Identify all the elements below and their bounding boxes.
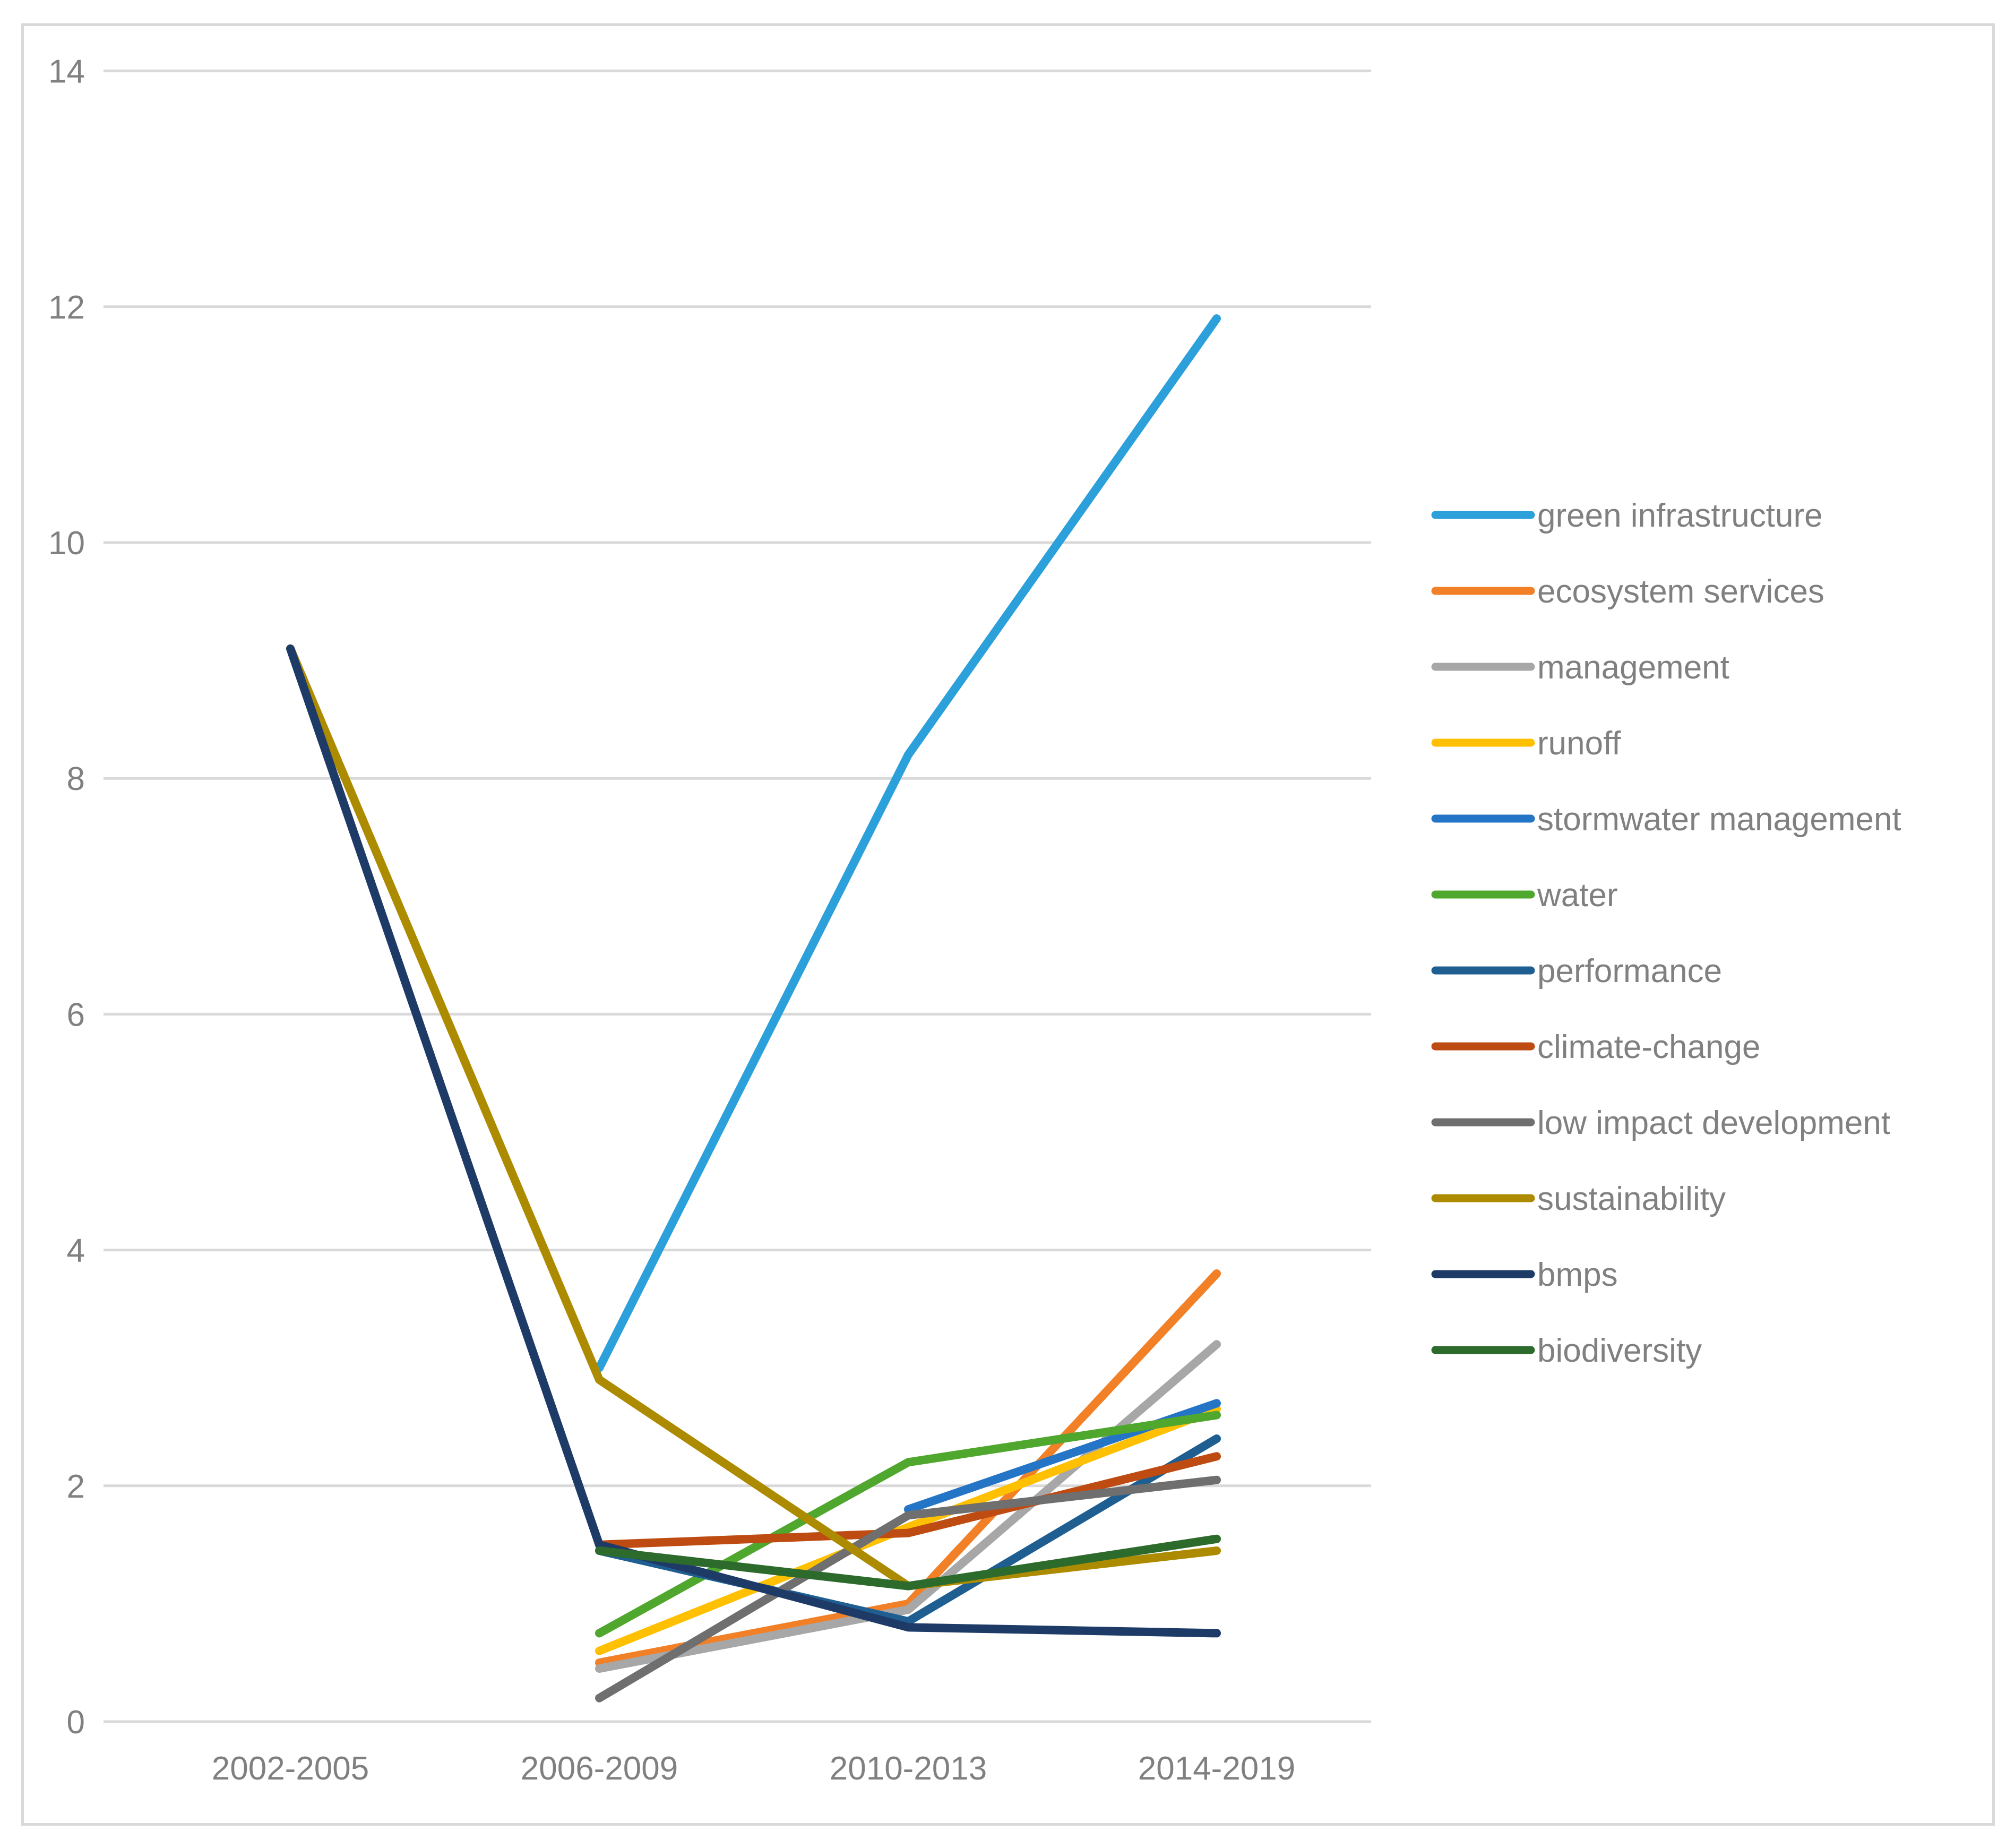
legend-label-performance: performance bbox=[1537, 953, 1722, 990]
series-line-ecosystem-services bbox=[595, 1269, 1221, 1667]
chart-border-frame bbox=[21, 23, 1995, 1826]
legend-label-sustainability: sustainability bbox=[1537, 1181, 1726, 1217]
legend-label-green-infrastructure: green infrastructure bbox=[1537, 497, 1823, 534]
legend-label-stormwater-management: stormwater management bbox=[1537, 801, 1901, 838]
series-line-low-impact-development bbox=[595, 1475, 1221, 1703]
series-line-sustainability bbox=[286, 644, 1221, 1591]
legend-label-low-impact-development: low impact development bbox=[1537, 1105, 1890, 1141]
y-tick-label-8: 8 bbox=[67, 761, 85, 797]
x-category-label-1: 2006-2009 bbox=[521, 1750, 678, 1787]
series-line-runoff bbox=[595, 1405, 1221, 1655]
legend-label-bmps: bmps bbox=[1537, 1257, 1618, 1293]
legend-label-biodiversity: biodiversity bbox=[1537, 1333, 1702, 1369]
legend-label-ecosystem-services: ecosystem services bbox=[1537, 573, 1824, 610]
x-axis-category-labels: 2002-2005 2006-2009 2010-2013 2014-2019 bbox=[212, 1750, 1296, 1787]
legend-label-runoff: runoff bbox=[1537, 725, 1621, 762]
x-category-label-3: 2014-2019 bbox=[1138, 1750, 1296, 1787]
y-tick-label-12: 12 bbox=[48, 289, 85, 326]
x-category-label-2: 2010-2013 bbox=[830, 1750, 987, 1787]
legend-label-water: water bbox=[1537, 877, 1618, 914]
y-axis-tick-labels: 0 2 4 6 8 10 12 14 bbox=[48, 54, 85, 1741]
series-line-biodiversity bbox=[595, 1534, 1221, 1591]
series-lines-group bbox=[286, 314, 1221, 1703]
y-tick-label-2: 2 bbox=[67, 1468, 85, 1505]
y-tick-label-10: 10 bbox=[48, 525, 85, 562]
series-line-climate-change bbox=[595, 1452, 1221, 1549]
y-tick-label-6: 6 bbox=[67, 996, 85, 1033]
y-tick-label-0: 0 bbox=[67, 1704, 85, 1741]
legend: green infrastructure ecosystem services ma… bbox=[1431, 497, 1901, 1369]
legend-label-management: management bbox=[1537, 649, 1729, 686]
y-tick-label-4: 4 bbox=[67, 1233, 85, 1269]
series-line-green-infrastructure bbox=[595, 314, 1221, 1372]
x-category-label-0: 2002-2005 bbox=[212, 1750, 369, 1787]
legend-label-climate-change: climate-change bbox=[1537, 1029, 1760, 1065]
series-line-bmps bbox=[286, 644, 1221, 1638]
y-tick-label-14: 14 bbox=[48, 54, 85, 90]
